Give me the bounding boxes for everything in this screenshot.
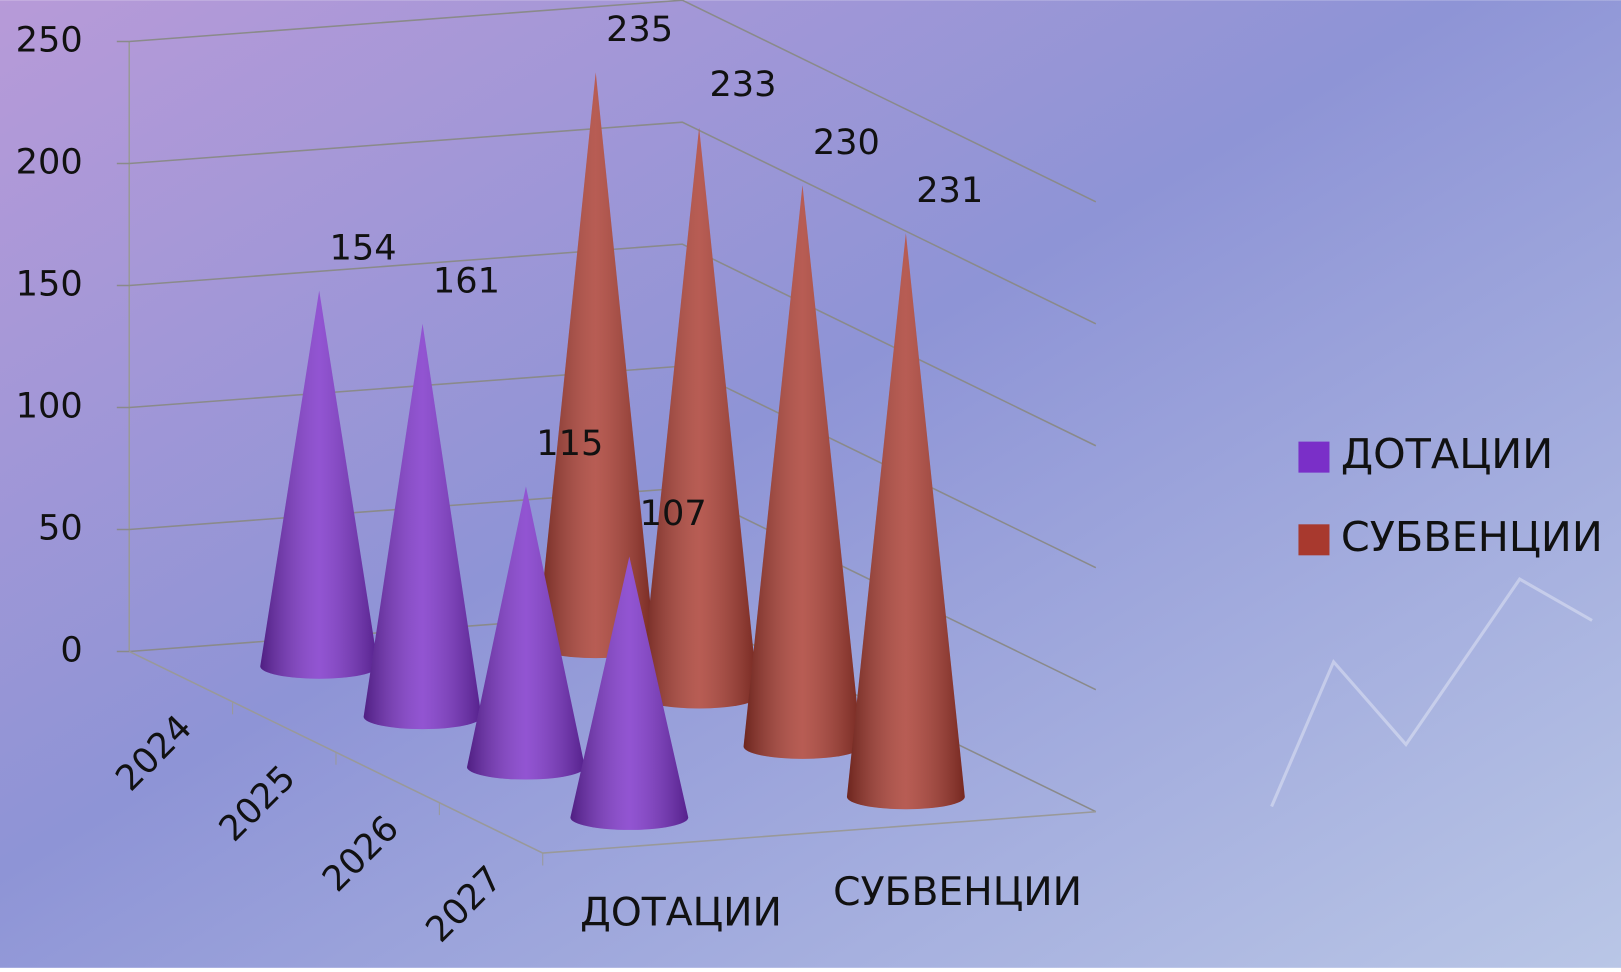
legend-label: СУБВЕНЦИИ bbox=[1341, 513, 1603, 561]
data-label: 230 bbox=[813, 122, 880, 163]
data-label: 231 bbox=[916, 170, 983, 211]
cone-shading bbox=[260, 290, 379, 679]
data-label: 115 bbox=[536, 423, 603, 464]
background-decoration bbox=[1270, 577, 1593, 808]
cone-shading bbox=[570, 556, 689, 830]
cone-shading bbox=[640, 127, 759, 709]
y-tick-label: 0 bbox=[60, 629, 82, 670]
series-axis-label: СУБВЕНЦИИ bbox=[833, 870, 1082, 915]
series-axis-label: ДОТАЦИИ bbox=[580, 891, 782, 936]
y-tick-label: 50 bbox=[38, 507, 83, 548]
data-label: 107 bbox=[640, 493, 707, 534]
cone-shading bbox=[363, 323, 482, 730]
grid-line bbox=[116, 121, 1097, 325]
legend-label: ДОТАЦИИ bbox=[1341, 430, 1553, 478]
cone-shading bbox=[743, 185, 862, 759]
legend-swatch bbox=[1298, 441, 1330, 473]
data-label: 235 bbox=[606, 9, 673, 50]
data-label: 233 bbox=[709, 64, 776, 105]
y-tick-label: 250 bbox=[16, 20, 83, 61]
y-tick-label: 200 bbox=[16, 142, 83, 183]
cone-shading bbox=[846, 233, 965, 810]
y-tick-label: 150 bbox=[16, 264, 83, 305]
data-label: 154 bbox=[330, 227, 397, 268]
data-label: 161 bbox=[433, 261, 500, 302]
grid-line bbox=[116, 243, 1097, 447]
cone-shading bbox=[467, 486, 585, 780]
grid-line bbox=[116, 0, 1097, 203]
cone-shading bbox=[536, 72, 655, 659]
legend-swatch bbox=[1298, 524, 1330, 556]
y-tick-label: 100 bbox=[16, 385, 83, 426]
